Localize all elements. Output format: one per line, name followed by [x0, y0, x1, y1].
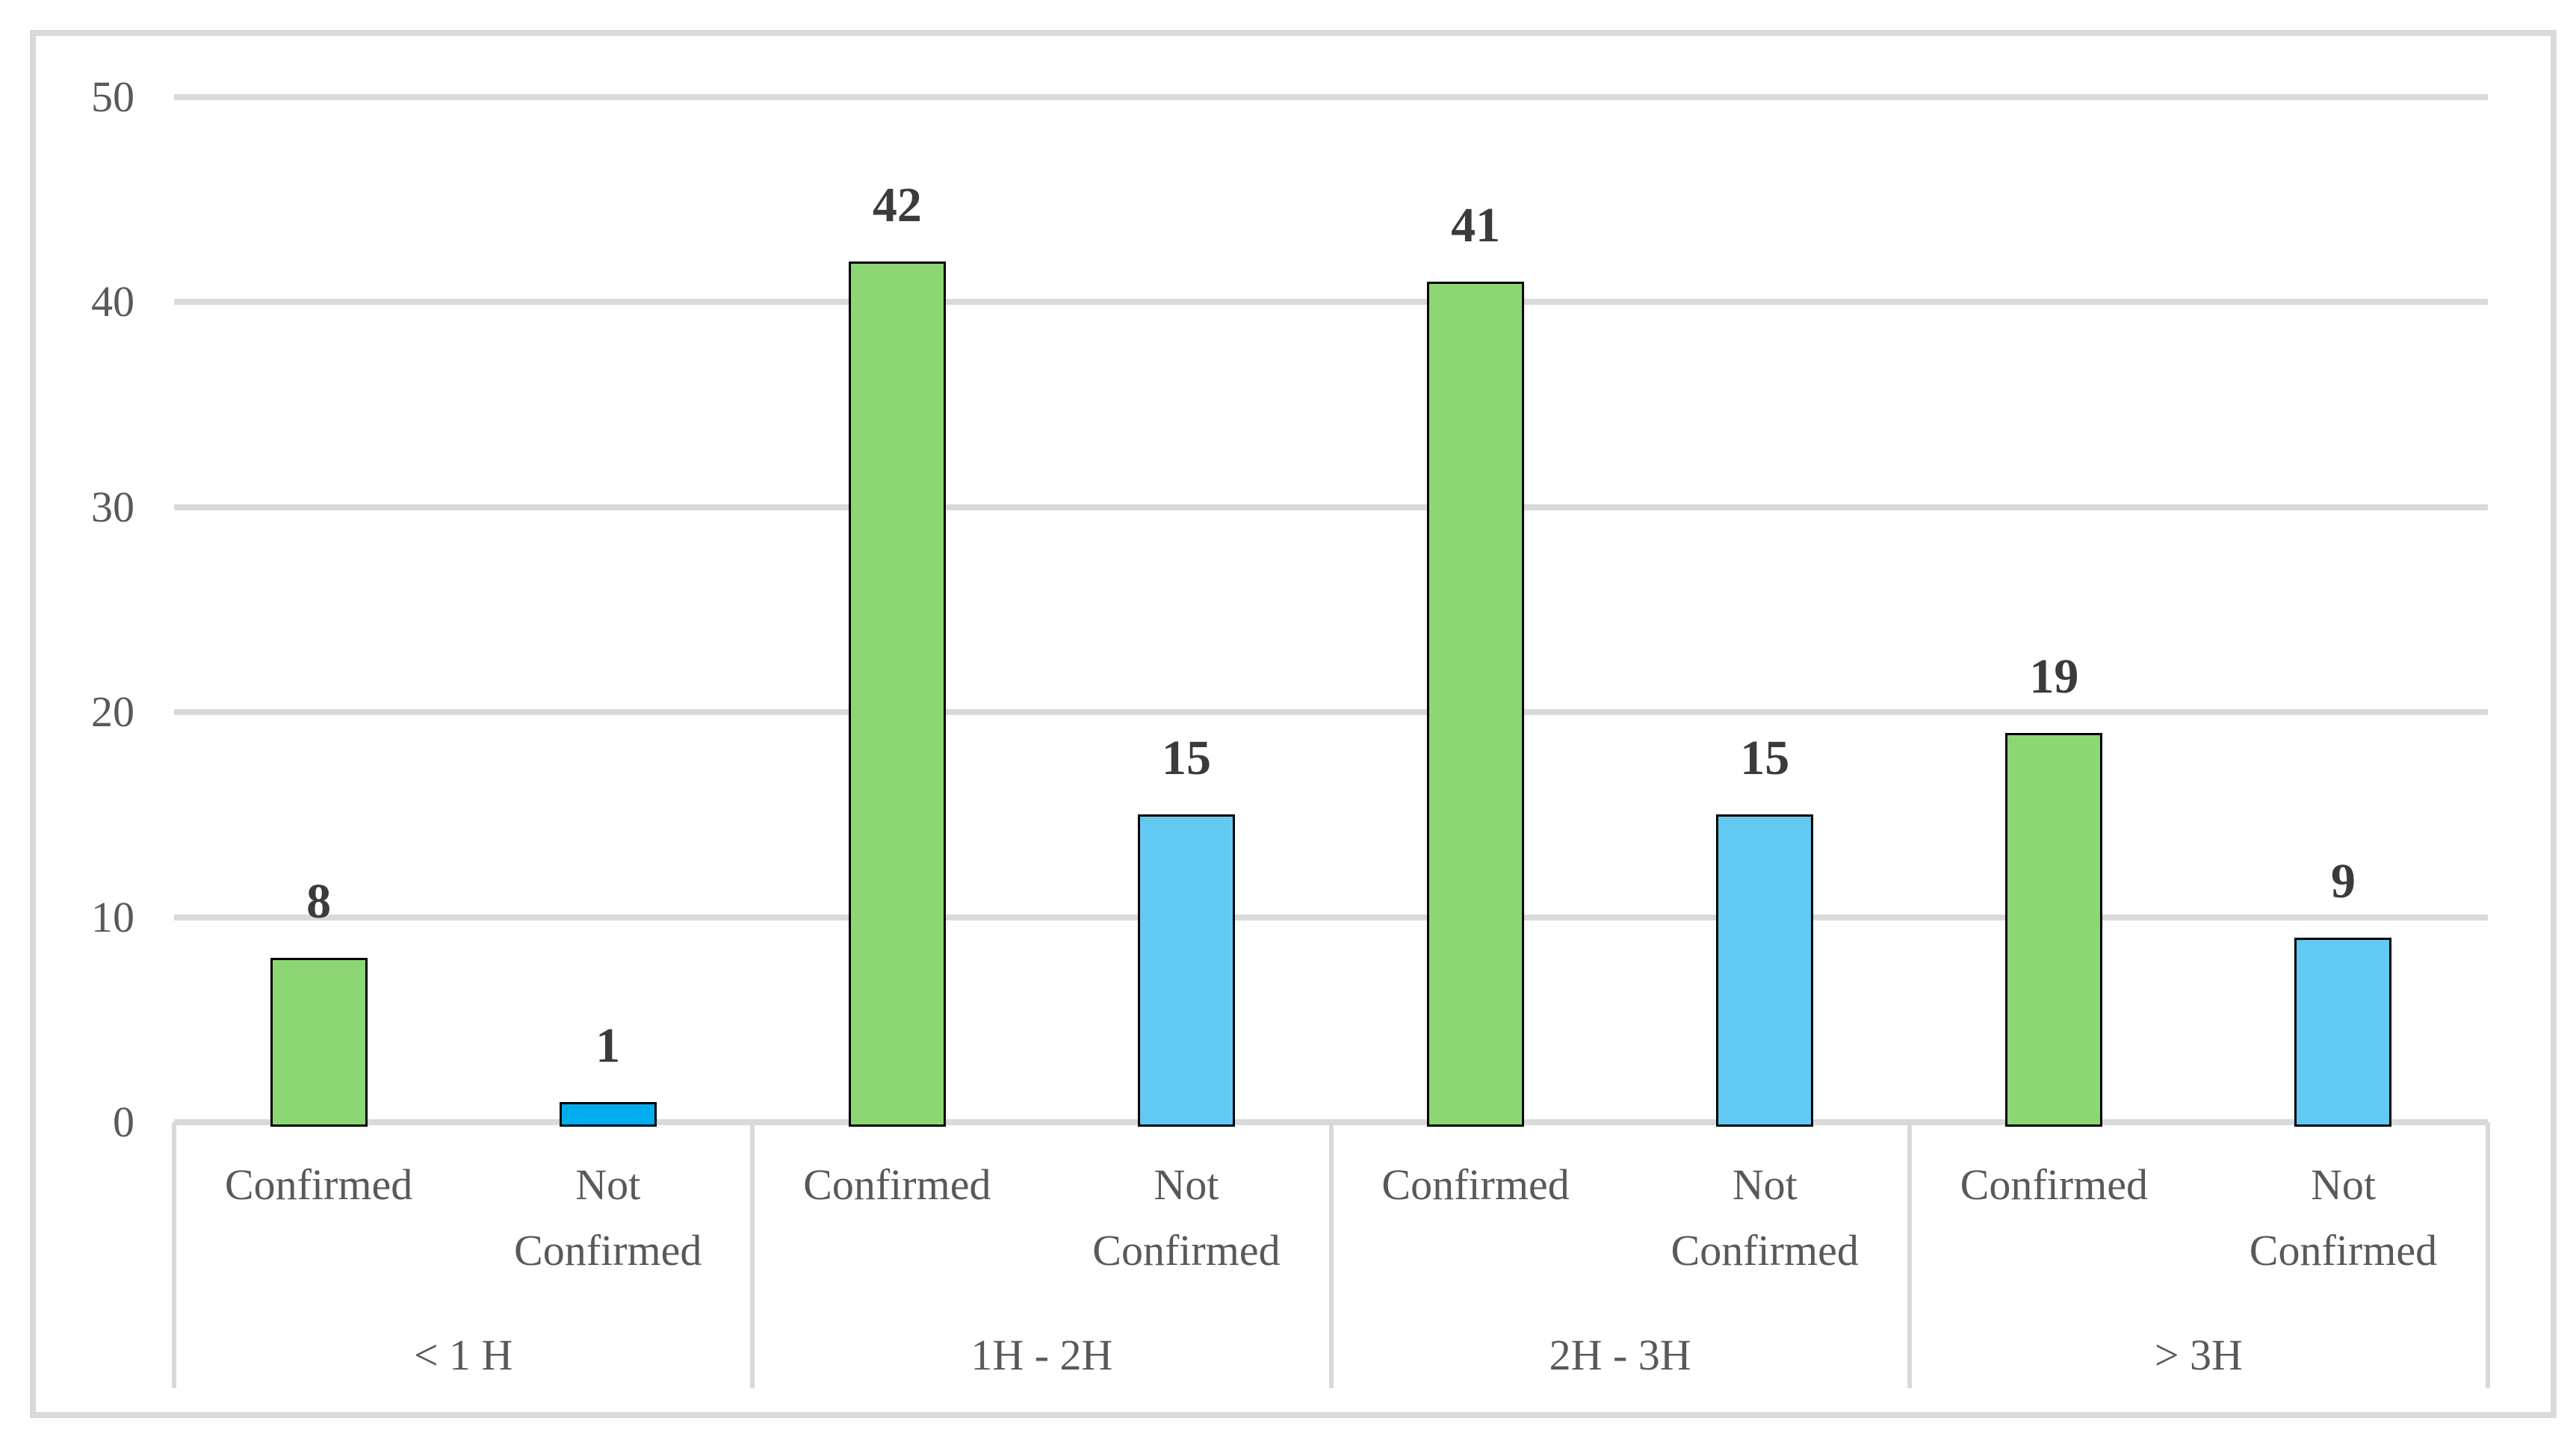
group-label: > 3H	[2154, 1331, 2243, 1379]
bar-value-label: 15	[1740, 731, 1790, 786]
category-label: Not Confirmed	[1671, 1160, 1859, 1275]
y-axis-tick-label: 20	[91, 687, 134, 737]
bar-value-label: 41	[1451, 197, 1501, 253]
category-label: Not Confirmed	[2249, 1160, 2438, 1275]
y-axis-tick-label: 10	[91, 892, 134, 941]
category-label: Confirmed	[224, 1160, 413, 1209]
chart-outer-border	[30, 30, 2557, 1418]
category-axis-divider	[1907, 1122, 1912, 1388]
y-axis-tick-label: 30	[91, 482, 134, 531]
bar	[2005, 732, 2103, 1127]
bar-value-label: 8	[306, 874, 332, 929]
category-axis-divider	[750, 1122, 755, 1388]
y-axis-tick-label: 50	[91, 72, 134, 121]
category-axis-divider	[172, 1122, 176, 1388]
bar	[1137, 814, 1235, 1127]
bar-value-label: 42	[872, 177, 922, 232]
gridline	[174, 299, 2488, 306]
category-axis-divider	[2486, 1122, 2490, 1388]
category-label: Not Confirmed	[1092, 1160, 1281, 1275]
group-label: < 1 H	[413, 1331, 513, 1379]
y-axis-tick-label: 0	[113, 1098, 134, 1146]
bar	[559, 1101, 657, 1127]
gridline	[174, 94, 2488, 100]
gridline	[174, 709, 2488, 716]
y-axis-tick-label: 40	[91, 277, 134, 327]
group-label: 2H - 3H	[1549, 1331, 1691, 1379]
bar-value-label: 9	[2330, 854, 2356, 909]
bar-value-label: 15	[1161, 731, 1211, 786]
bar-value-label: 19	[2029, 649, 2079, 704]
bar	[2294, 938, 2392, 1127]
gridline	[174, 504, 2488, 510]
bar	[1427, 281, 1525, 1127]
category-label: Confirmed	[1381, 1160, 1570, 1209]
group-label: 1H - 2H	[970, 1331, 1113, 1379]
category-label: Confirmed	[803, 1160, 991, 1209]
bar	[270, 958, 368, 1127]
category-label: Not Confirmed	[514, 1160, 702, 1275]
category-axis-divider	[1328, 1122, 1334, 1388]
bar	[848, 261, 946, 1127]
bar-value-label: 1	[595, 1018, 621, 1073]
bar	[1716, 814, 1814, 1127]
category-label: Confirmed	[1960, 1160, 2148, 1209]
gridline	[174, 914, 2488, 920]
